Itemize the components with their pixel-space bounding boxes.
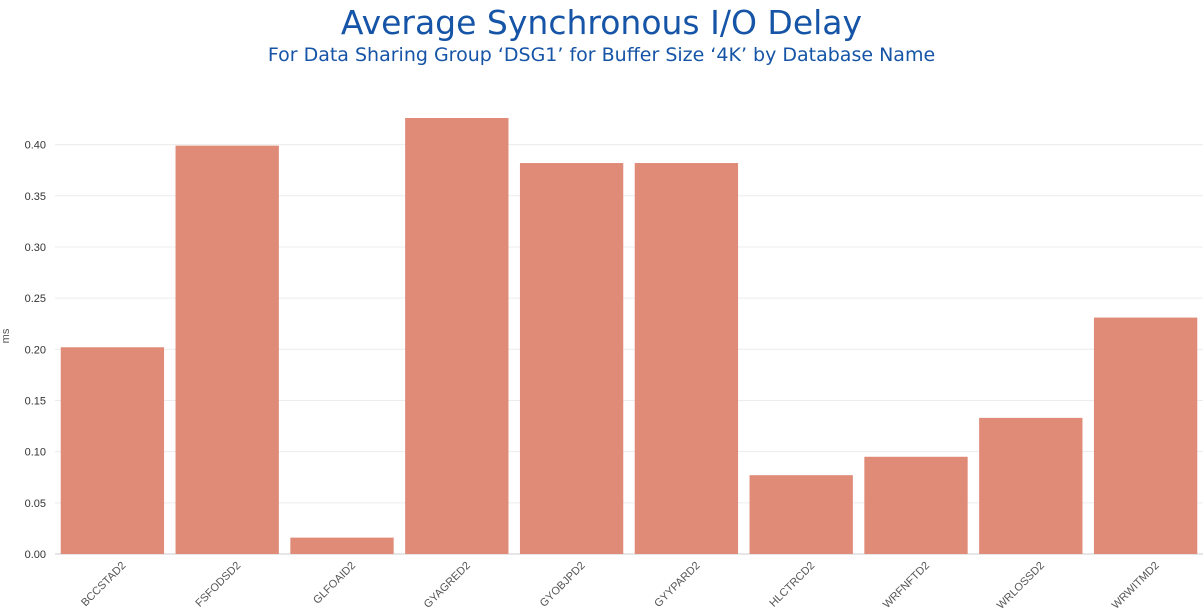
y-tick-label: 0.35 bbox=[25, 191, 46, 203]
x-axis-ticks: BCCSTAD2 FSFODSD2 GLFOAID2 GYAGRED2 GYOBJPD2… bbox=[79, 560, 1162, 612]
bar-bccstad2[interactable] bbox=[60, 347, 165, 554]
y-tick-label: 0.00 bbox=[25, 549, 46, 561]
bar-wrwitmd2[interactable] bbox=[1093, 317, 1198, 554]
y-tick-label: 0.15 bbox=[25, 395, 46, 407]
y-tick-label: 0.05 bbox=[25, 498, 46, 510]
x-tick-label: GYYPARD2 bbox=[652, 560, 702, 610]
bar-gyypard2[interactable] bbox=[634, 163, 739, 554]
x-tick-label: WRFNFTD2 bbox=[881, 560, 932, 611]
bar-wrfnftd2[interactable] bbox=[864, 456, 968, 554]
x-tick-label: FSFODSD2 bbox=[193, 560, 243, 610]
y-tick-label: 0.30 bbox=[25, 242, 46, 254]
x-tick-label: GYAGRED2 bbox=[422, 560, 473, 611]
y-tick-label: 0.20 bbox=[25, 344, 46, 356]
x-tick-label: WRWITMD2 bbox=[1110, 560, 1162, 612]
bar-glfoaid2[interactable] bbox=[290, 537, 394, 554]
bar-wrlossd2[interactable] bbox=[979, 417, 1083, 554]
chart-title: Average Synchronous I/O Delay bbox=[340, 3, 863, 42]
x-tick-label: BCCSTAD2 bbox=[79, 560, 128, 609]
chart-subtitle: For Data Sharing Group ‘DSG1’ for Buffer… bbox=[267, 44, 936, 66]
y-tick-label: 0.40 bbox=[25, 140, 46, 152]
x-tick-label: GYOBJPD2 bbox=[538, 560, 588, 610]
x-tick-label: HLCTRCD2 bbox=[767, 560, 817, 610]
y-tick-label: 0.10 bbox=[25, 447, 46, 459]
bar-gyagred2[interactable] bbox=[405, 118, 509, 554]
bar-fsfodsd2[interactable] bbox=[175, 145, 279, 555]
x-tick-label: GLFOAID2 bbox=[311, 560, 358, 607]
bars bbox=[60, 118, 1198, 555]
y-axis-ticks: 0.00 0.05 0.10 0.15 0.20 0.25 0.30 0.35 0.40 bbox=[25, 140, 46, 561]
y-tick-label: 0.25 bbox=[25, 293, 46, 305]
bar-gyobjpd2[interactable] bbox=[519, 163, 624, 554]
x-tick-label: WRLOSSD2 bbox=[995, 560, 1047, 612]
bar-hlctrcd2[interactable] bbox=[749, 475, 853, 554]
y-axis-label: ms bbox=[0, 328, 12, 343]
